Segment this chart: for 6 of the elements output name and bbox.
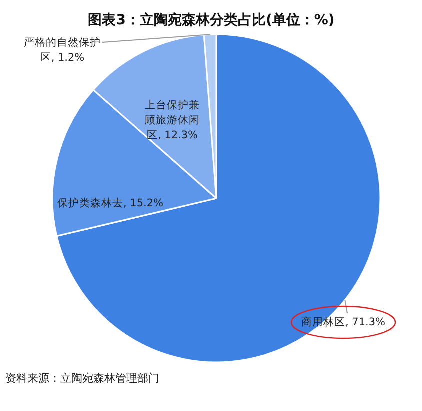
text: 资料来源：立陶宛森林管理部门: [6, 372, 160, 385]
chart-title: 图表3：立陶宛森林分类占比(单位：%): [88, 12, 335, 28]
slice-label: 保护类森林去, 15.2%: [57, 196, 164, 210]
slice-label: 商用林区, 71.3%: [301, 316, 386, 328]
slice-label: 上台保护兼顾旅游休闲区, 12.3%: [145, 98, 200, 142]
slice-label: 严格的自然保护区, 1.2%: [24, 36, 101, 64]
